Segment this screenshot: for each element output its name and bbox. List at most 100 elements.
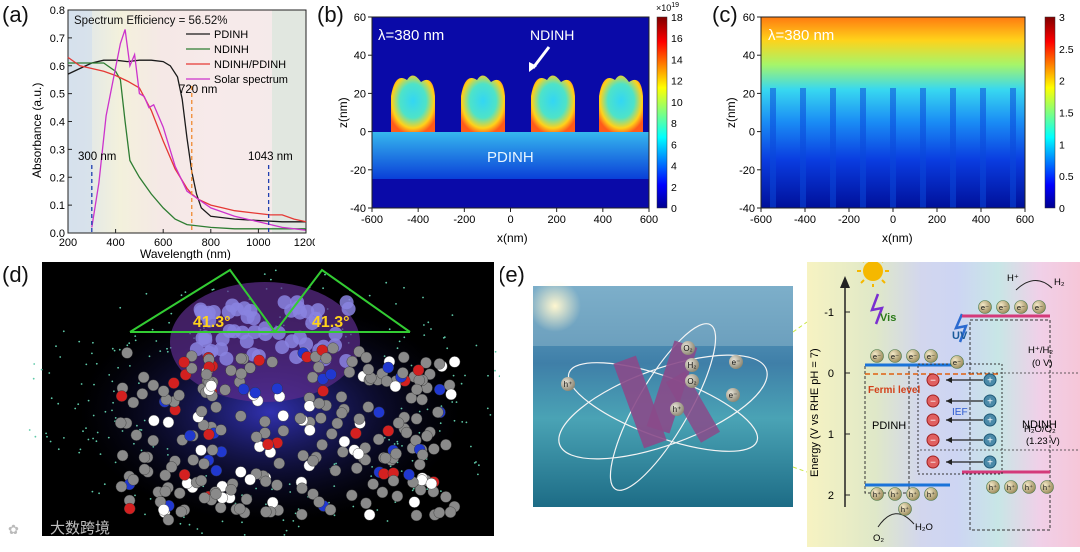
atom-sphere — [376, 486, 389, 499]
atom-sphere — [249, 386, 261, 399]
solvent-dot — [114, 461, 117, 464]
y-axis-title: z(nm) — [336, 97, 350, 128]
x-tick-label: 0 — [890, 214, 896, 226]
atom-sphere — [307, 455, 319, 467]
atom-sphere — [403, 468, 415, 481]
solvent-dot — [221, 520, 224, 523]
carrier-label: e⁻ — [953, 358, 961, 367]
solvent-dot — [494, 350, 497, 353]
atom-sphere — [346, 489, 358, 502]
atom-sphere — [121, 347, 133, 359]
solvent-dot — [294, 512, 297, 515]
atom-sphere — [346, 355, 358, 368]
atom-sphere — [235, 466, 247, 478]
solvent-dot — [396, 347, 399, 350]
atom-sphere — [271, 382, 283, 395]
solvent-dot — [87, 399, 90, 402]
atom-sphere — [313, 361, 325, 373]
catalyst-sheets — [613, 340, 721, 449]
atom-sphere — [329, 464, 342, 477]
vis-label: Vis — [880, 312, 896, 324]
solvent-dot — [113, 390, 115, 393]
colorbar-tick-label: 18 — [671, 12, 683, 24]
solvent-dot — [166, 347, 168, 350]
solvent-dot — [465, 421, 468, 424]
carrier — [1022, 480, 1036, 494]
colorbar-exponent: ×1019 — [656, 2, 679, 13]
positive-charge-sign: + — [987, 376, 993, 387]
scene-particles: O₂ H₂ O₂ h⁺ h⁺ e⁻ e⁻ — [561, 341, 743, 416]
solvent-dot — [389, 465, 392, 468]
solvent-dot — [403, 336, 406, 339]
x-tick-label: 800 — [202, 237, 220, 249]
energy-tick-label: -1 — [824, 307, 834, 319]
atom-sphere — [398, 351, 410, 364]
solvent-dot — [117, 366, 119, 369]
field-stripe — [860, 88, 866, 208]
atom-sphere — [440, 491, 452, 503]
legend-pdinh: PDINH — [214, 29, 248, 41]
solvent-dot — [398, 340, 401, 343]
carrier — [906, 487, 920, 501]
atom-sphere — [448, 356, 461, 368]
solvent-dot — [111, 380, 114, 383]
solvent-dot — [430, 328, 432, 330]
carrier-label: e⁻ — [927, 352, 935, 361]
solvent-dot — [446, 347, 449, 350]
ndinh-label: NDINH — [1022, 419, 1057, 431]
cluster-sphere — [300, 304, 315, 319]
atom-sphere — [307, 371, 319, 384]
solvent-dot — [418, 410, 421, 413]
field-arrowhead — [946, 398, 952, 404]
colorbar-c — [1044, 16, 1056, 209]
atom-sphere — [313, 397, 325, 410]
scene-particle — [561, 377, 575, 391]
solvent-dot — [108, 374, 111, 376]
solvent-dot — [167, 454, 169, 456]
hplus-label: H⁺ — [1007, 273, 1019, 284]
solvent-dot — [133, 442, 135, 445]
solvent-dot — [99, 453, 102, 455]
cluster-sphere — [219, 351, 234, 366]
atom-sphere — [382, 425, 394, 437]
atom-sphere — [414, 458, 426, 471]
atom-sphere — [195, 474, 208, 487]
carrier-label: e⁻ — [999, 303, 1007, 312]
carrier — [898, 502, 912, 516]
atom-sphere — [434, 383, 446, 396]
atom-sphere — [425, 477, 438, 490]
solvent-dot — [138, 382, 140, 385]
solvent-dot — [57, 448, 60, 451]
solvent-dot — [113, 349, 116, 352]
solvent-dot — [464, 374, 466, 377]
solvent-dot — [289, 491, 292, 493]
solvent-dot — [412, 487, 415, 490]
solvent-dot — [136, 424, 138, 427]
solvent-dot — [144, 513, 146, 516]
solvent-dot — [33, 363, 36, 365]
field-stripe — [890, 88, 896, 208]
atom-sphere — [325, 368, 337, 381]
atom-sphere — [362, 363, 375, 376]
negative-charge-sign: − — [930, 436, 936, 447]
solvent-dot — [166, 448, 169, 450]
ndinh-particles — [391, 75, 643, 132]
water-oxidation-arrow — [877, 513, 915, 528]
y-tick-label: 60 — [354, 12, 366, 24]
positive-charge-sign: + — [987, 436, 993, 447]
solvent-dot — [103, 483, 106, 486]
solvent-dot — [212, 288, 215, 291]
atom-sphere — [157, 504, 170, 516]
solvent-dot — [168, 321, 171, 324]
solvent-dot — [333, 514, 336, 517]
y-tick-label: 0.4 — [50, 117, 65, 129]
atom-sphere — [277, 410, 289, 422]
interface-charges: − + − + − + − + − + — [926, 373, 997, 469]
solvent-dot — [78, 451, 81, 454]
ir-region — [272, 10, 306, 233]
cluster-sphere — [311, 303, 325, 318]
spectrum-efficiency-text: Spectrum Efficiency = 56.52% — [74, 15, 228, 27]
x-tick-label: 600 — [1016, 214, 1034, 226]
mark-1043nm: 1043 nm — [248, 151, 293, 163]
